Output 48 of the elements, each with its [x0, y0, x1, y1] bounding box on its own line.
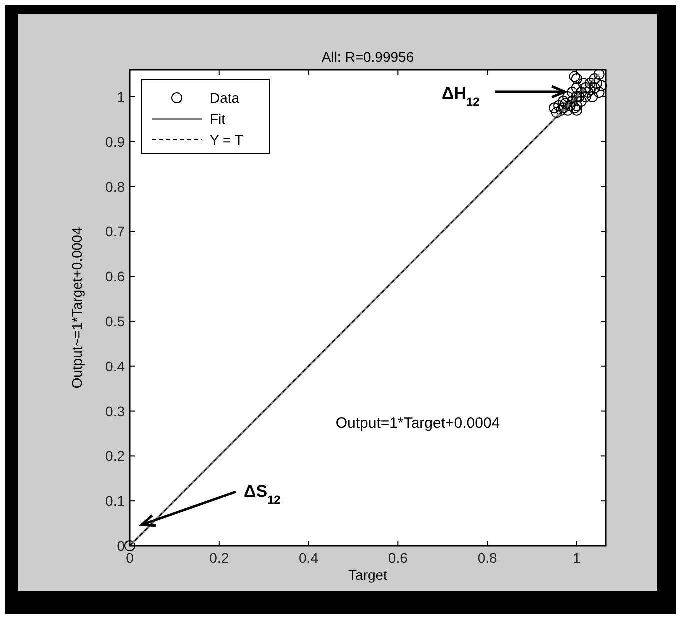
- x-axis-title: Target: [348, 567, 388, 583]
- legend-label: Fit: [210, 111, 226, 127]
- y-tick-label: 0.9: [106, 134, 126, 150]
- point: [578, 78, 590, 89]
- y-tick-label: 0.4: [106, 358, 126, 374]
- point: [589, 82, 600, 94]
- point: [558, 96, 570, 107]
- point: [551, 107, 562, 118]
- legend-label: Data: [210, 90, 240, 106]
- point: [549, 102, 560, 114]
- y-tick-label: 0.1: [106, 493, 126, 510]
- x-tick-label: 0.4: [299, 550, 319, 566]
- point: [594, 68, 605, 80]
- y-tick-label: 0.5: [106, 313, 126, 330]
- y-tick-label: 0.7: [106, 224, 126, 240]
- point: [558, 102, 570, 114]
- point: [580, 91, 592, 102]
- point: [562, 91, 574, 102]
- point: [584, 78, 596, 89]
- y-tick-label: 0.8: [106, 178, 126, 195]
- point: [596, 80, 608, 92]
- point: [566, 86, 578, 98]
- annotation: ΔH$_{12}$: [442, 84, 480, 109]
- point: [580, 82, 592, 94]
- point: [556, 104, 567, 116]
- point: [589, 73, 600, 84]
- y-tick-label: 0.2: [106, 448, 126, 464]
- point: [560, 98, 572, 110]
- y-tick-label: 0.3: [106, 403, 126, 420]
- y-axis-title: Output~=1*Target+0.0004: [69, 227, 85, 389]
- x-tick-label: 1: [573, 550, 582, 566]
- point: [576, 96, 587, 107]
- point: [594, 86, 605, 98]
- y-tick-label: 0: [117, 538, 126, 554]
- point: [587, 91, 598, 102]
- point: [124, 540, 136, 552]
- point: [554, 100, 565, 112]
- annotation: ΔS$_{12}$: [244, 482, 282, 507]
- annotation: Output=1*Target+0.0004: [336, 415, 500, 432]
- chart-title: All: R=0.99956: [322, 49, 414, 65]
- x-tick-label: 0.8: [478, 550, 498, 566]
- x-tick-label: 0.6: [388, 550, 408, 566]
- x-tick-label: 0.2: [210, 550, 230, 566]
- point: [571, 82, 582, 94]
- point: [571, 100, 582, 112]
- legend-label: Y = T: [210, 132, 244, 148]
- y-tick-label: 0.6: [106, 268, 126, 285]
- y-tick-label: 1: [117, 88, 126, 105]
